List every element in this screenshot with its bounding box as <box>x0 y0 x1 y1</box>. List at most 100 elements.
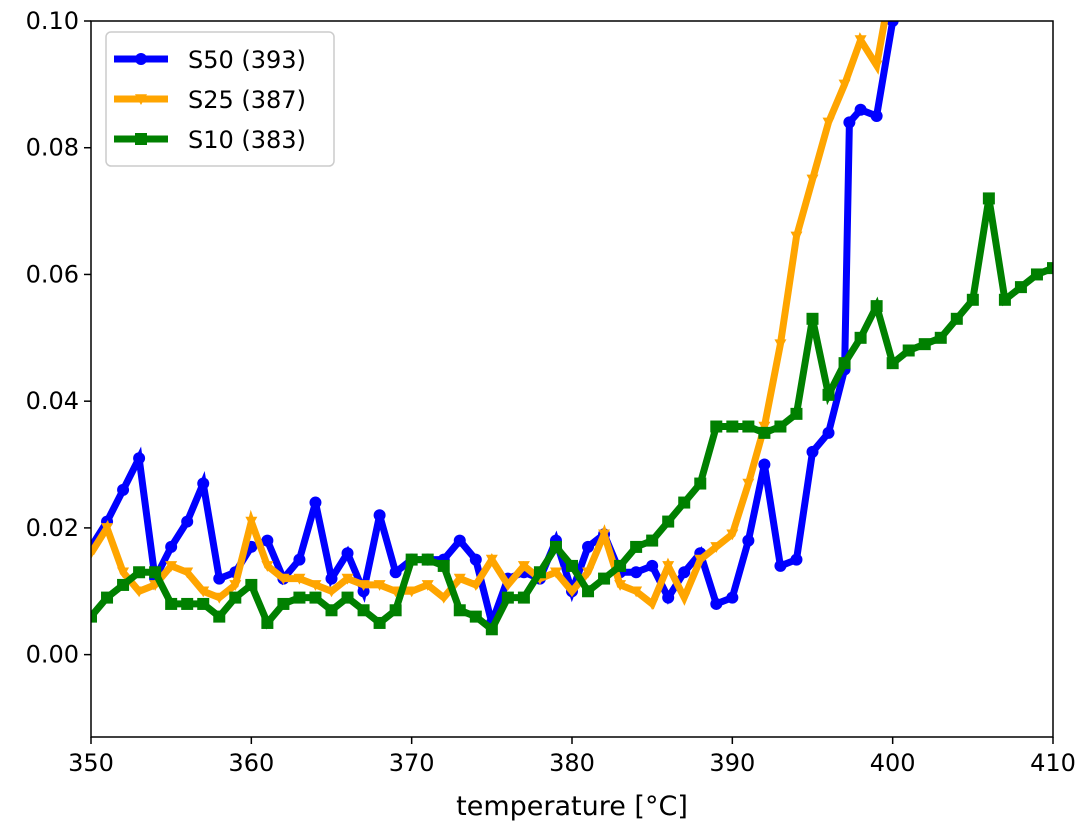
data-point-s10 <box>902 344 915 357</box>
data-point-s10 <box>982 192 995 205</box>
data-point-s50 <box>822 426 835 439</box>
data-point-s10 <box>646 534 659 547</box>
legend-marker-s25 <box>135 94 147 105</box>
data-point-s25 <box>101 523 114 534</box>
data-point-s25 <box>742 478 755 490</box>
y-tick-label: 0.04 <box>26 387 79 415</box>
data-point-s25 <box>197 586 210 598</box>
data-point-s25 <box>373 580 386 591</box>
data-point-s50 <box>710 597 723 610</box>
data-point-s25 <box>309 580 322 591</box>
data-point-s10 <box>1047 262 1053 275</box>
data-point-s10 <box>790 407 803 420</box>
data-point-s10 <box>165 597 178 610</box>
data-point-s25 <box>694 554 707 566</box>
data-point-s50 <box>758 458 771 471</box>
data-point-s10 <box>421 553 434 566</box>
data-point-s25 <box>726 529 739 541</box>
data-point-s25 <box>854 35 867 47</box>
data-point-s10 <box>101 591 114 604</box>
data-point-s50 <box>389 566 402 579</box>
data-point-s50 <box>261 534 274 547</box>
data-point-s10 <box>485 623 498 636</box>
data-point-s25 <box>614 580 627 591</box>
data-point-s25 <box>646 599 659 610</box>
data-point-s10 <box>181 597 194 610</box>
data-point-s50 <box>309 496 322 509</box>
data-point-s10 <box>678 496 691 509</box>
data-point-s25 <box>341 573 354 585</box>
x-tick-label: 410 <box>1030 749 1076 777</box>
x-tick-label: 360 <box>228 749 274 777</box>
x-axis: 350 360 370 380 390 400 410 <box>68 737 1076 777</box>
data-point-s10 <box>838 357 851 370</box>
data-point-s50 <box>325 572 338 585</box>
data-point-s10 <box>453 604 466 617</box>
data-point-s50 <box>453 534 466 547</box>
data-point-s50 <box>181 515 194 528</box>
data-point-s25 <box>245 516 258 528</box>
data-point-s10 <box>966 293 979 306</box>
data-point-s10 <box>357 604 370 617</box>
data-point-s50 <box>133 452 146 465</box>
data-point-s25 <box>421 580 434 591</box>
data-point-s25 <box>501 580 514 591</box>
data-point-s25 <box>389 586 402 598</box>
data-point-s25 <box>325 586 338 598</box>
data-point-s10 <box>598 572 611 585</box>
data-point-s10 <box>245 578 258 591</box>
data-point-s50 <box>373 509 386 522</box>
data-point-s10 <box>517 591 530 604</box>
data-point-s25 <box>485 554 498 566</box>
data-point-s25 <box>870 60 883 72</box>
data-point-s10 <box>341 591 354 604</box>
data-point-s50 <box>806 445 819 458</box>
data-point-s10 <box>950 312 963 325</box>
legend-label-s10: S10 (383) <box>188 126 306 154</box>
data-point-s10 <box>918 338 931 351</box>
data-point-s10 <box>1030 268 1043 281</box>
data-point-s10 <box>582 585 595 598</box>
data-point-s10 <box>822 388 835 401</box>
data-point-s25 <box>566 586 578 598</box>
data-point-s10 <box>614 559 627 572</box>
data-point-s25 <box>117 567 130 579</box>
series-line-s50 <box>91 21 897 635</box>
data-point-s50 <box>197 477 210 490</box>
data-point-s25 <box>213 592 226 604</box>
series-s10 <box>91 192 1053 636</box>
legend-marker-s50 <box>135 53 147 65</box>
data-point-s25 <box>437 592 450 604</box>
data-point-s10 <box>662 515 675 528</box>
data-point-s10 <box>806 312 819 325</box>
data-point-s10 <box>549 540 562 553</box>
data-point-s10 <box>1014 281 1027 294</box>
data-point-s50 <box>870 110 883 123</box>
data-point-s10 <box>389 604 402 617</box>
data-point-s25 <box>293 573 306 585</box>
data-point-s25 <box>277 573 290 585</box>
data-point-s25 <box>229 580 242 591</box>
data-point-s10 <box>886 357 899 370</box>
data-point-s10 <box>405 553 418 566</box>
data-point-s25 <box>181 567 194 579</box>
x-tick-label: 390 <box>709 749 755 777</box>
series-layer <box>91 21 1053 636</box>
data-point-s25 <box>582 567 595 579</box>
data-point-s50 <box>774 559 787 572</box>
data-point-s50 <box>117 483 130 496</box>
data-point-s50 <box>165 540 178 553</box>
data-point-s50 <box>678 566 691 579</box>
legend-box <box>105 31 335 167</box>
data-point-s25 <box>517 561 530 572</box>
data-point-s25 <box>549 567 562 579</box>
series-s25 <box>91 21 889 610</box>
legend: S50 (393) S25 (387) S10 (383) <box>105 31 335 167</box>
data-point-s25 <box>405 586 418 598</box>
y-tick-label: 0.02 <box>26 514 79 542</box>
data-point-s10 <box>774 420 787 433</box>
legend-label-s50: S50 (393) <box>188 46 306 74</box>
data-point-s50 <box>742 534 755 547</box>
data-point-s10 <box>533 566 546 579</box>
y-tick-label: 0.00 <box>26 641 79 669</box>
